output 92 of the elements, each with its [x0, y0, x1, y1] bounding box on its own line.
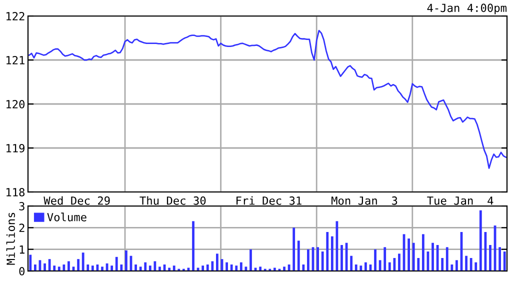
- y-tick-label: 0: [19, 267, 24, 276]
- bar: [53, 266, 56, 271]
- bar: [450, 264, 454, 271]
- bar: [330, 236, 334, 271]
- y-axis-title: Millions: [6, 212, 15, 265]
- bar: [29, 254, 32, 271]
- bar: [134, 264, 137, 271]
- bar: [101, 266, 104, 271]
- bar: [235, 266, 238, 271]
- x-tick-label: Mon Jan 3: [332, 196, 398, 205]
- bar: [350, 256, 353, 271]
- bar: [388, 262, 391, 271]
- bar: [479, 210, 482, 271]
- bar: [115, 256, 118, 271]
- y-tick-label: 119: [6, 144, 24, 152]
- bar: [484, 232, 487, 271]
- bar: [340, 245, 343, 271]
- bar: [364, 262, 367, 271]
- bar: [226, 262, 228, 271]
- bar: [172, 266, 176, 271]
- bar: [283, 266, 286, 271]
- legend-label: Volume: [47, 212, 86, 222]
- bar: [489, 245, 492, 271]
- bar: [34, 264, 36, 271]
- x-tick-label: Tue Jan 4: [427, 196, 494, 205]
- y-tick-label: 122: [6, 12, 24, 20]
- bar: [378, 260, 382, 271]
- bar: [58, 266, 60, 271]
- y-tick-label: 118: [6, 188, 25, 196]
- bar: [321, 252, 324, 271]
- bar: [154, 261, 156, 271]
- bar: [326, 232, 329, 271]
- bar: [474, 262, 478, 271]
- bar: [498, 247, 502, 271]
- chart-subtitle: 4-Jan 4:00pm: [427, 4, 506, 14]
- bar: [398, 254, 400, 271]
- bar: [44, 263, 46, 271]
- bar: [288, 264, 290, 271]
- bar: [503, 252, 506, 271]
- bar: [374, 249, 376, 271]
- bar: [307, 249, 310, 271]
- y-tick-label: 3: [19, 202, 24, 210]
- x-tick-label: Thu Dec 30: [140, 196, 206, 205]
- y-tick-label: 120: [6, 100, 24, 108]
- bar: [244, 266, 248, 271]
- bar: [250, 249, 252, 271]
- x-tick-label: Fri Dec 31: [236, 196, 302, 205]
- bar: [192, 221, 194, 271]
- y-tick-label: 121: [6, 56, 24, 64]
- bar: [316, 247, 319, 271]
- bar: [259, 266, 262, 271]
- bar: [68, 261, 70, 271]
- bar: [230, 264, 233, 271]
- bar: [302, 264, 305, 271]
- bar: [292, 228, 296, 271]
- bar: [211, 261, 214, 271]
- bar: [110, 266, 114, 271]
- bar: [120, 264, 123, 271]
- bar: [216, 254, 218, 271]
- bar: [412, 242, 415, 271]
- bar: [206, 264, 209, 271]
- bar: [62, 264, 66, 271]
- bar: [422, 234, 424, 271]
- bar: [86, 264, 90, 271]
- bar: [384, 247, 386, 271]
- y-tick-label: 2: [19, 224, 24, 232]
- bar: [297, 240, 300, 271]
- bar: [470, 258, 472, 271]
- bar: [77, 259, 80, 271]
- bar: [441, 258, 444, 271]
- x-tick-label: Wed Dec 29: [44, 196, 110, 205]
- bar: [148, 266, 152, 271]
- bar: [139, 266, 142, 271]
- bar: [354, 264, 358, 271]
- bar: [91, 266, 94, 271]
- bar: [456, 260, 458, 271]
- bar: [432, 242, 434, 271]
- bar: [408, 238, 410, 271]
- bar: [48, 259, 51, 271]
- bar: [446, 247, 448, 271]
- bar: [124, 250, 128, 271]
- bar: [82, 252, 84, 271]
- bar: [360, 266, 362, 271]
- bar: [158, 266, 161, 271]
- bar: [202, 266, 204, 271]
- bar: [144, 262, 147, 271]
- bar: [240, 262, 242, 271]
- y-tick-label: 1: [20, 245, 24, 254]
- bar: [393, 258, 396, 271]
- line-series: [28, 30, 506, 169]
- bar: [417, 258, 420, 271]
- bar: [465, 256, 468, 271]
